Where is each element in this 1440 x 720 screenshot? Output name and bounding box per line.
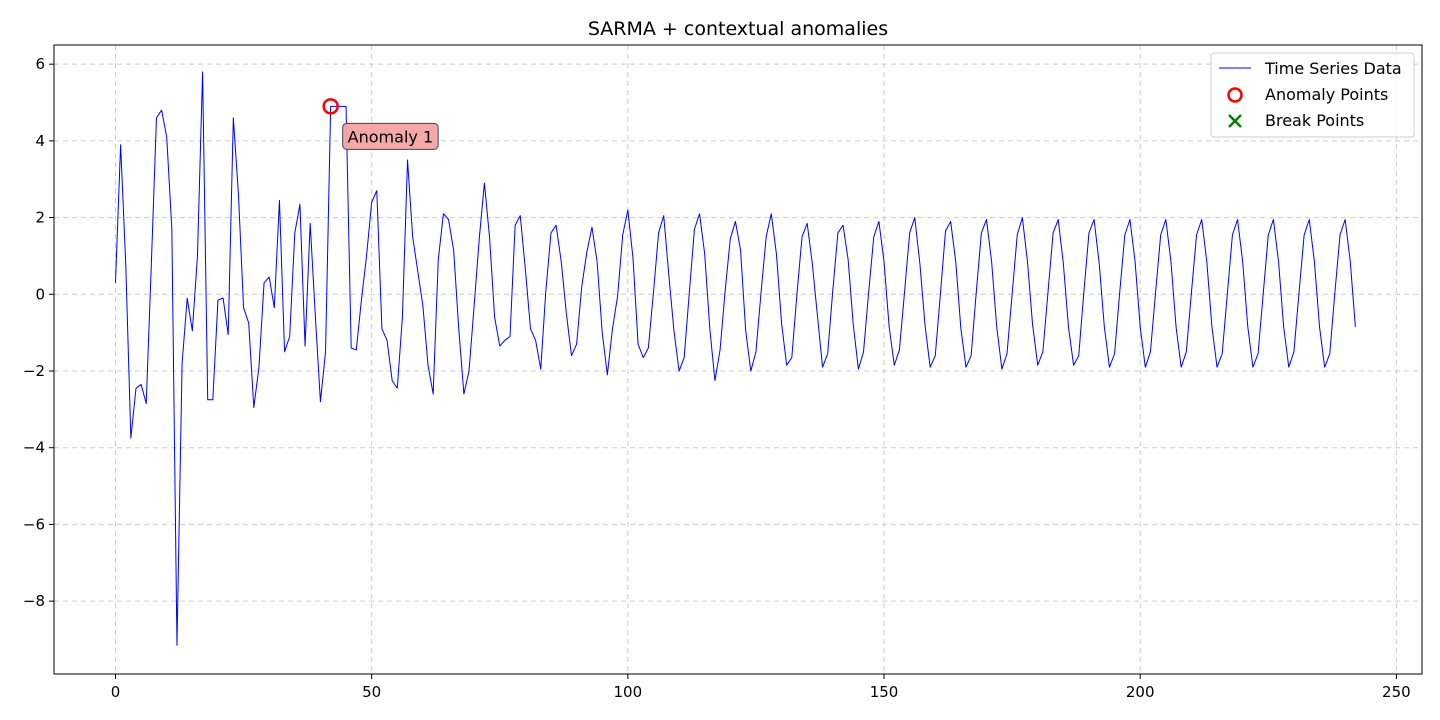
legend-label: Time Series Data	[1264, 59, 1402, 78]
x-tick-label: 50	[362, 683, 381, 701]
legend-item: Time Series Data	[1219, 59, 1402, 78]
chart-title: SARMA + contextual anomalies	[588, 18, 888, 40]
legend-item: Anomaly Points	[1227, 85, 1388, 104]
legend-item: Break Points	[1228, 111, 1364, 130]
anomaly-point	[322, 98, 339, 115]
x-tick-label: 100	[614, 683, 643, 701]
y-tick-label: −2	[23, 362, 45, 380]
y-tick-label: 6	[35, 55, 45, 73]
plot-frame	[53, 44, 1423, 675]
y-tick-label: −6	[23, 515, 45, 533]
x-tick-label: 0	[111, 683, 121, 701]
y-axis: −8 −6 −4 −2 0 2 4 6	[23, 55, 54, 610]
legend: Time Series Data Anomaly Points Break Poin…	[1210, 52, 1415, 138]
annotation-layer: Anomaly 1	[342, 122, 439, 150]
y-tick-label: 2	[35, 209, 45, 227]
legend-label: Anomaly Points	[1265, 85, 1388, 104]
series-layer	[114, 71, 1356, 646]
y-tick-label: 4	[35, 132, 45, 150]
legend-label: Break Points	[1265, 111, 1364, 130]
x-tick-label: 200	[1126, 683, 1155, 701]
x-tick-label: 150	[870, 683, 899, 701]
annotation-box	[342, 122, 439, 150]
legend-frame	[1210, 52, 1415, 138]
grid	[54, 45, 1422, 674]
annotation-label: Anomaly 1	[348, 127, 433, 146]
series-line	[114, 71, 1356, 646]
x-axis: 0 50 100 150 200 250	[111, 674, 1411, 701]
legend-circle-marker	[1227, 87, 1243, 103]
y-tick-label: −8	[23, 592, 45, 610]
x-tick-label: 250	[1382, 683, 1411, 701]
annotation: Anomaly 1	[342, 122, 439, 150]
y-tick-label: −4	[23, 439, 45, 457]
anomaly-layer	[322, 98, 339, 115]
y-tick-label: 0	[35, 285, 45, 303]
legend-x-marker	[1228, 114, 1242, 128]
